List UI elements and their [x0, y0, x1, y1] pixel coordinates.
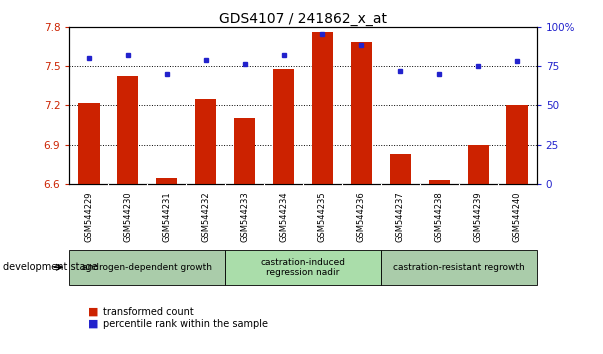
Text: GSM544238: GSM544238	[435, 192, 444, 242]
Bar	[156, 177, 177, 184]
Text: ■: ■	[88, 307, 99, 316]
Text: GSM544239: GSM544239	[474, 192, 483, 242]
Bar	[225, 250, 381, 285]
Text: androgen-dependent growth: androgen-dependent growth	[82, 263, 212, 272]
Text: ■: ■	[88, 319, 99, 329]
Text: castration-induced
regression nadir: castration-induced regression nadir	[260, 258, 346, 277]
Bar	[507, 105, 528, 184]
Text: GSM544236: GSM544236	[357, 192, 366, 242]
Title: GDS4107 / 241862_x_at: GDS4107 / 241862_x_at	[219, 12, 387, 25]
Text: GSM544231: GSM544231	[162, 192, 171, 242]
Bar	[234, 119, 255, 184]
Bar	[69, 250, 225, 285]
Bar	[351, 42, 372, 184]
Text: GSM544237: GSM544237	[396, 192, 405, 242]
Text: GSM544233: GSM544233	[240, 192, 249, 242]
Bar	[117, 76, 139, 184]
Bar	[429, 180, 450, 184]
Text: transformed count: transformed count	[103, 307, 193, 316]
Bar	[467, 145, 489, 184]
Text: GSM544240: GSM544240	[513, 192, 522, 242]
Text: development stage: development stage	[3, 262, 98, 272]
Bar	[78, 103, 99, 184]
Bar	[195, 99, 216, 184]
Text: castration-resistant regrowth: castration-resistant regrowth	[393, 263, 525, 272]
Text: GSM544235: GSM544235	[318, 192, 327, 242]
Text: GSM544230: GSM544230	[123, 192, 132, 242]
Text: GSM544229: GSM544229	[84, 192, 93, 242]
Text: percentile rank within the sample: percentile rank within the sample	[103, 319, 268, 329]
Bar	[312, 32, 333, 184]
Bar	[273, 69, 294, 184]
Text: GSM544232: GSM544232	[201, 192, 210, 242]
Text: GSM544234: GSM544234	[279, 192, 288, 242]
Bar	[390, 154, 411, 184]
Bar	[381, 250, 537, 285]
